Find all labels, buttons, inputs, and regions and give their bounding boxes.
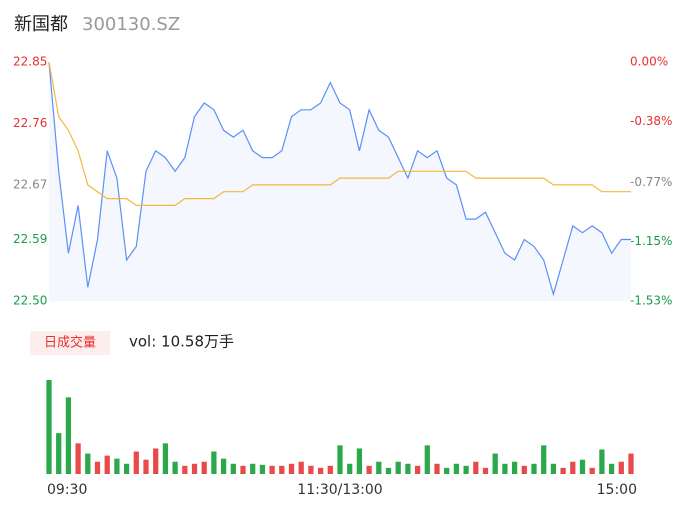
volume-bar [123,463,130,474]
volume-bar [511,461,518,474]
y-tick-label: 22.85 [13,55,47,69]
volume-bar [269,465,275,474]
price-area [49,62,631,301]
volume-bar [628,453,634,474]
volume-bar [405,463,411,474]
volume-bar [531,463,537,474]
volume-bar [589,467,595,474]
volume-bar [279,465,285,474]
volume-bar [250,463,256,474]
volume-bar [618,461,624,474]
x-tick-label: 09:30 [47,482,87,498]
y2-tick-label: -1.53% [630,294,672,308]
volume-bar [182,465,188,474]
volume-bar [133,451,139,474]
volume-bar [424,445,430,474]
volume-bar [75,443,81,474]
volume-bar [453,463,460,474]
volume-bar [482,467,489,474]
y-tick-label: 22.76 [13,116,47,130]
y2-tick-label: -1.15% [630,234,672,248]
volume-bar [521,465,527,474]
volume-bar [94,461,101,474]
volume-bar [191,463,198,474]
volume-bar [376,461,382,474]
volume-bar [56,433,62,474]
stock-name: 新国都 [14,14,68,35]
volume-bar [444,467,450,474]
y-tick-label: 22.50 [13,294,47,308]
volume-bar [201,461,207,474]
volume-bar [298,461,304,474]
volume-bar [240,465,246,474]
stock-code: 300130.SZ [82,14,180,35]
volume-bar [599,449,605,474]
volume-bar [143,459,149,474]
volume-bar [327,465,333,474]
volume-bar [579,459,586,474]
volume-bar [385,467,392,474]
average-line [48,61,631,206]
volume-bar [608,463,615,474]
volume-bar [434,463,440,474]
volume-bar [414,465,421,474]
volume-bar [473,461,479,474]
volume-bar [347,463,353,474]
volume-bar [308,465,314,474]
volume-bar [395,461,401,474]
price-line [48,61,631,297]
volume-bar [153,448,159,474]
volume-bar [288,463,295,474]
y-tick-label: 22.67 [13,177,47,191]
y2-tick-label: -0.38% [630,114,672,128]
volume-label: 日成交量 [44,335,96,351]
y2-tick-label: 0.00% [630,55,668,69]
volume-bar [463,465,469,474]
volume-bar [65,397,72,474]
volume-bar [85,453,91,474]
x-tick-label: 15:00 [597,482,637,498]
x-tick-label: 11:30/13:00 [297,482,382,498]
volume-bar [211,451,217,474]
volume-bar [162,443,169,474]
volume-bar [230,463,236,474]
volume-bar [259,464,266,474]
volume-bar [104,455,110,474]
volume-bar [337,445,343,474]
volume-bar [502,463,508,474]
volume-summary: vol: 10.58万手 [129,333,234,351]
y2-tick-label: -0.77% [630,175,672,189]
volume-bar [317,467,324,474]
volume-bar [220,458,227,474]
volume-bar [356,448,363,474]
volume-bar [550,463,557,474]
volume-bar [46,380,52,474]
volume-bar [114,458,120,474]
volume-bar [541,445,547,474]
y-tick-label: 22.59 [13,232,47,246]
volume-bar [366,465,372,474]
volume-bar [570,461,576,474]
volume-badge [30,331,110,355]
volume-bar [492,453,498,474]
volume-bar [172,461,178,474]
volume-bar [560,467,566,474]
